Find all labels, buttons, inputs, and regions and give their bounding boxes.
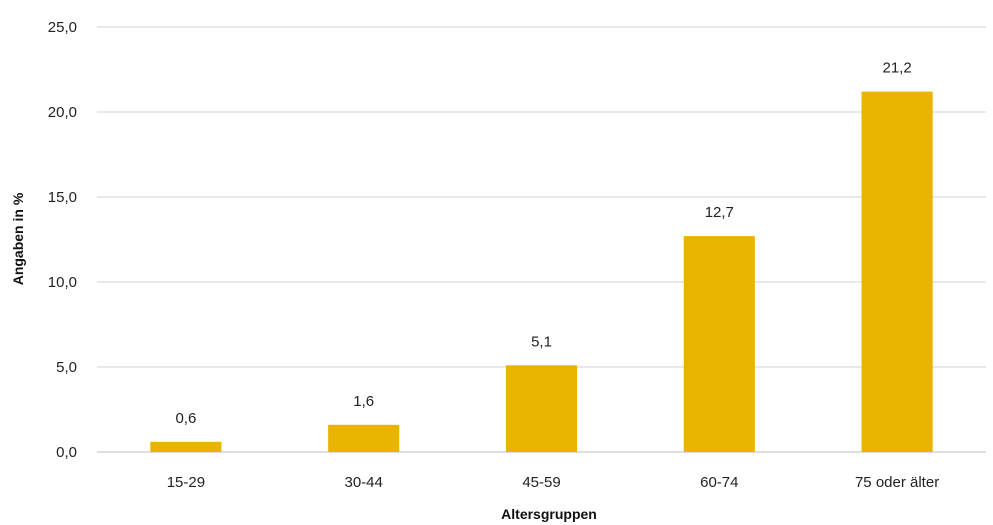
x-axis-ticks: 15-29 30-44 45-59 60-74 75 oder älter <box>167 474 940 491</box>
y-tick-label: 15,0 <box>48 189 77 206</box>
bar-45-59 <box>505 365 578 452</box>
data-label: 1,6 <box>353 393 374 410</box>
y-tick-label: 0,0 <box>56 444 77 461</box>
x-tick-label: 30-44 <box>345 474 383 491</box>
x-tick-label: 60-74 <box>700 474 738 491</box>
bar-75-oder-älter <box>861 91 933 452</box>
bar-30-44 <box>328 424 400 452</box>
data-label: 5,1 <box>531 333 552 350</box>
bar-15-29 <box>150 441 222 452</box>
gridlines <box>97 26 986 453</box>
x-tick-label: 45-59 <box>522 474 560 491</box>
y-axis-ticks: 0,0 5,0 10,0 15,0 20,0 25,0 <box>48 19 77 461</box>
data-label: 21,2 <box>882 60 911 77</box>
y-tick-label: 5,0 <box>56 359 77 376</box>
data-label: 0,6 <box>175 410 196 427</box>
data-labels: 0,6 1,6 5,1 12,7 21,2 <box>175 60 911 427</box>
data-label: 12,7 <box>705 204 734 221</box>
x-tick-label: 75 oder älter <box>855 474 939 491</box>
y-tick-label: 10,0 <box>48 274 77 291</box>
y-tick-label: 20,0 <box>48 104 77 121</box>
bar-60-74 <box>683 236 755 452</box>
y-axis-title: Angaben in % <box>10 192 26 285</box>
bars <box>150 91 933 452</box>
y-tick-label: 25,0 <box>48 19 77 36</box>
x-tick-label: 15-29 <box>167 474 205 491</box>
x-axis-title: Altersgruppen <box>501 506 597 522</box>
